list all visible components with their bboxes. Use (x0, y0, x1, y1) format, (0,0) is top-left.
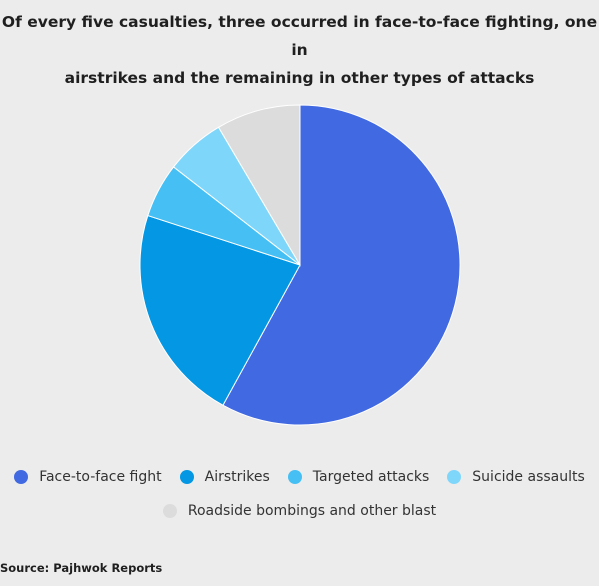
legend-item[interactable]: Face-to-face fight (14, 469, 162, 485)
pie-slice-roadside-bombings-and-other-blast[interactable] (217, 104, 301, 267)
legend-label: Face-to-face fight (39, 469, 162, 485)
legend-swatch (287, 470, 302, 484)
legend-swatch (14, 470, 29, 484)
legend-label: Airstrikes (204, 469, 270, 485)
legend-label: Targeted attacks (312, 469, 430, 485)
chart-title-line-1: Of every five casualties, three occurred… (1, 13, 598, 59)
pie-chart (139, 104, 461, 426)
legend-swatch (447, 470, 462, 484)
source-note: Source: Pajhwok Reports (0, 561, 163, 575)
chart-title: Of every five casualties, three occurred… (0, 8, 599, 92)
chart-title-line-2: airstrikes and the remaining in other ty… (64, 69, 535, 87)
chart-legend: Face-to-face fight Airstrikes Targeted att… (0, 464, 599, 532)
legend-item[interactable]: Targeted attacks (287, 469, 430, 485)
legend-row: Roadside bombings and other blast (0, 498, 599, 524)
legend-label: Suicide assaults (472, 469, 585, 485)
legend-item[interactable]: Roadside bombings and other blast (162, 503, 437, 519)
legend-swatch (162, 504, 177, 518)
legend-item[interactable]: Suicide assaults (447, 469, 585, 485)
legend-label: Roadside bombings and other blast (187, 503, 437, 519)
pie-slice-airstrikes[interactable] (139, 214, 301, 406)
legend-swatch (179, 470, 194, 484)
legend-row: Face-to-face fight Airstrikes Targeted att… (0, 464, 599, 490)
pie-slice-face-to-face-fight[interactable] (222, 104, 461, 426)
legend-item[interactable]: Airstrikes (179, 469, 270, 485)
